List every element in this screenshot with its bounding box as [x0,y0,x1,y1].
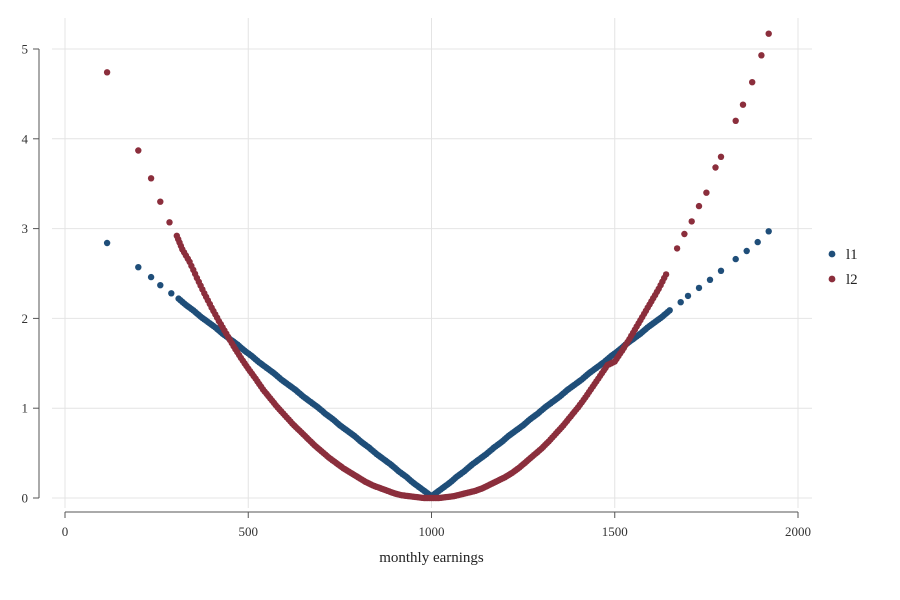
data-point [206,300,213,308]
data-point [631,326,639,333]
legend-label: l2 [846,272,858,288]
x-ticks: 0 500 1000 1500 2000 [62,512,811,539]
data-point [732,255,739,263]
data-point [580,396,587,404]
data-point [228,339,235,347]
data-point [184,255,191,262]
data-point [587,386,595,393]
data-point [684,292,692,300]
data-point [646,301,653,308]
data-point [147,273,155,281]
data-point [235,351,243,359]
y-tick-label: 3 [22,221,29,236]
y-tick-label: 5 [22,42,29,57]
data-point [739,101,747,108]
series-l2 [103,30,772,502]
data-point [749,79,756,86]
data-point [221,327,228,334]
data-point [653,288,661,296]
data-point [199,286,206,293]
data-point [243,362,250,370]
data-point [706,276,714,283]
data-point [551,432,558,439]
data-point [717,153,725,160]
data-point [103,69,111,76]
grid [52,18,812,508]
data-point [688,218,695,225]
data-point [758,52,765,59]
data-point [191,270,199,278]
legend-label: l1 [846,247,858,263]
data-point [103,239,111,247]
data-point [664,308,672,316]
legend-marker [828,250,836,258]
data-point [717,267,725,274]
data-point [695,202,703,210]
data-point [265,392,272,400]
data-point [712,164,719,171]
data-point [573,406,580,413]
data-point [166,219,173,226]
data-point [257,383,265,390]
y-tick-label: 1 [22,401,29,416]
data-point [595,375,602,382]
data-point [703,189,710,196]
data-point [754,238,761,246]
data-point [765,30,772,37]
data-point [565,415,573,422]
data-point [157,282,164,289]
legend-marker [828,275,836,283]
series-l1 [103,228,772,501]
y-ticks: 0 1 2 3 4 5 [22,42,39,506]
x-tick-label: 500 [239,524,259,539]
data-point [135,264,142,271]
legend: l1 l2 [828,247,858,288]
data-point [677,299,684,306]
data-point [695,284,703,292]
data-point [624,338,631,346]
data-point [681,230,688,238]
axes [38,49,798,513]
data-point [177,242,185,250]
y-tick-label: 2 [22,311,29,326]
data-point [213,314,221,321]
data-point [135,147,142,154]
data-point [639,313,646,321]
data-point [673,245,681,252]
y-tick-label: 4 [22,131,29,146]
data-point [250,372,257,380]
data-point [617,350,624,357]
x-tick-label: 0 [62,524,69,539]
y-tick-label: 0 [22,491,29,506]
data-point [661,274,668,282]
data-point [558,424,565,431]
data-points [103,30,772,502]
x-tick-label: 2000 [785,524,811,539]
data-point [765,228,772,235]
data-point [157,198,164,205]
data-point [272,401,279,409]
data-point [147,175,155,182]
data-point [168,290,175,297]
x-tick-label: 1000 [419,524,445,539]
x-axis-title: monthly earnings [379,550,484,566]
data-point [743,247,750,255]
x-tick-label: 1500 [602,524,628,539]
data-point [732,117,739,125]
